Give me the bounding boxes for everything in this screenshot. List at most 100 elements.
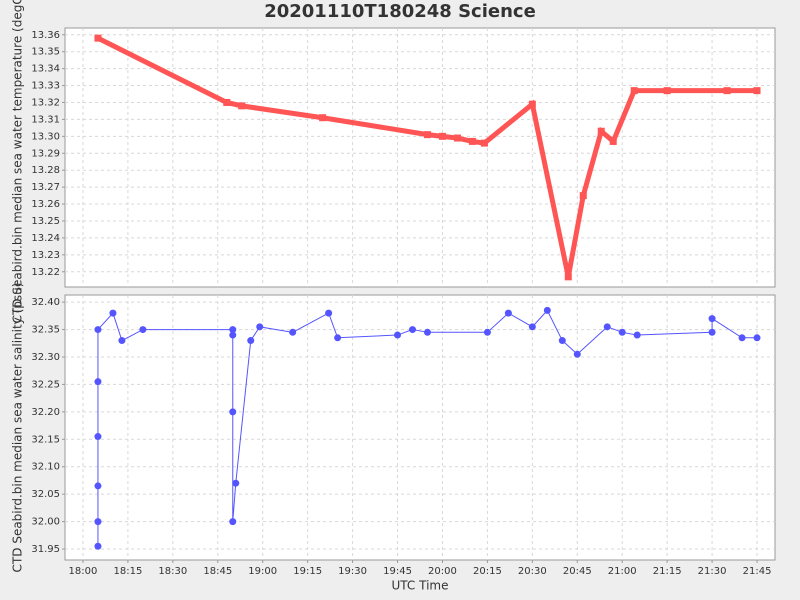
y-tick-label: 32.25 [31,379,60,390]
x-tick-label: 19:30 [338,566,367,577]
data-point [609,137,617,145]
data-point [238,102,246,110]
plot-area [64,27,776,288]
y-tick-label: 32.35 [31,325,60,336]
y-tick-label: 32.05 [31,489,60,500]
data-point [603,323,611,331]
y-tick-label: 32.00 [31,517,60,528]
y-axis-label: CTD Seabird.bin median sea water salinit… [11,283,25,573]
data-point [229,326,237,334]
data-point [247,337,255,345]
chart-title: 20201110T180248 Science [264,1,536,22]
data-point [528,323,536,331]
plot-area [64,294,776,561]
data-point [94,326,102,334]
data-point [504,309,512,317]
data-point [334,334,342,342]
data-point [409,326,417,334]
data-point [94,34,102,42]
data-point [573,350,581,358]
y-tick-label: 13.34 [31,64,60,75]
x-tick-label: 20:15 [473,566,502,577]
data-point [118,337,126,345]
y-tick-label: 32.40 [31,297,60,308]
data-point [229,408,237,416]
y-tick-label: 13.30 [31,131,60,142]
y-tick-label: 13.26 [31,199,60,210]
y-tick-label: 31.95 [31,544,60,555]
data-point [139,326,147,334]
y-tick-label: 13.31 [31,114,60,125]
data-point [109,309,117,317]
data-point [708,315,716,323]
y-tick-label: 32.30 [31,352,60,363]
y-axis-label: CTD Seabird.bin median sea water tempera… [11,0,25,323]
data-point [618,328,626,336]
y-tick-label: 13.27 [31,182,60,193]
data-point [738,334,746,342]
data-point [558,337,566,345]
x-tick-label: 19:15 [293,566,322,577]
x-tick-label: 21:00 [608,566,637,577]
data-point [453,134,461,142]
data-point [423,131,431,139]
data-point [543,306,551,314]
x-tick-label: 18:30 [158,566,187,577]
data-point [708,328,716,336]
data-point [564,273,572,281]
data-point [468,137,476,145]
x-tick-label: 21:45 [743,566,772,577]
data-point [663,87,671,95]
y-tick-label: 13.35 [31,47,60,58]
y-tick-label: 13.29 [31,148,60,159]
data-point [579,192,587,200]
data-point [597,127,605,135]
data-point [480,139,488,147]
x-tick-label: 18:00 [69,566,98,577]
data-point [483,328,491,336]
data-point [438,132,446,140]
y-tick-label: 32.20 [31,407,60,418]
data-point [753,87,761,95]
data-point [94,542,102,550]
y-tick-label: 13.23 [31,250,60,261]
data-point [94,433,102,441]
data-point [94,482,102,490]
data-point [630,87,638,95]
x-tick-label: 20:45 [563,566,592,577]
y-tick-label: 13.32 [31,97,60,108]
data-point [94,378,102,386]
data-point [325,309,333,317]
x-tick-label: 21:15 [653,566,682,577]
data-point [289,328,297,336]
y-tick-label: 32.10 [31,462,60,473]
data-line [96,35,758,278]
data-point [229,331,237,339]
y-tick-label: 13.25 [31,216,60,227]
data-point [232,479,240,487]
data-point [753,334,761,342]
data-point [229,518,237,526]
data-point [633,331,641,339]
x-tick-label: 19:45 [383,566,412,577]
data-point [319,114,327,122]
x-tick-label: 21:30 [698,566,727,577]
x-tick-label: 20:00 [428,566,457,577]
y-tick-label: 13.22 [31,267,60,278]
x-axis-label: UTC Time [392,579,449,593]
x-tick-label: 19:00 [248,566,277,577]
x-tick-label: 18:15 [113,566,142,577]
data-point [223,98,231,106]
data-point [423,328,431,336]
data-point [528,100,536,108]
x-tick-label: 18:45 [203,566,232,577]
y-tick-label: 13.36 [31,30,60,41]
x-tick-label: 20:30 [518,566,547,577]
data-point [256,323,264,331]
y-tick-label: 13.24 [31,233,60,244]
y-tick-label: 32.15 [31,434,60,445]
y-tick-label: 13.33 [31,81,60,92]
data-point [723,87,731,95]
data-point [394,331,402,339]
